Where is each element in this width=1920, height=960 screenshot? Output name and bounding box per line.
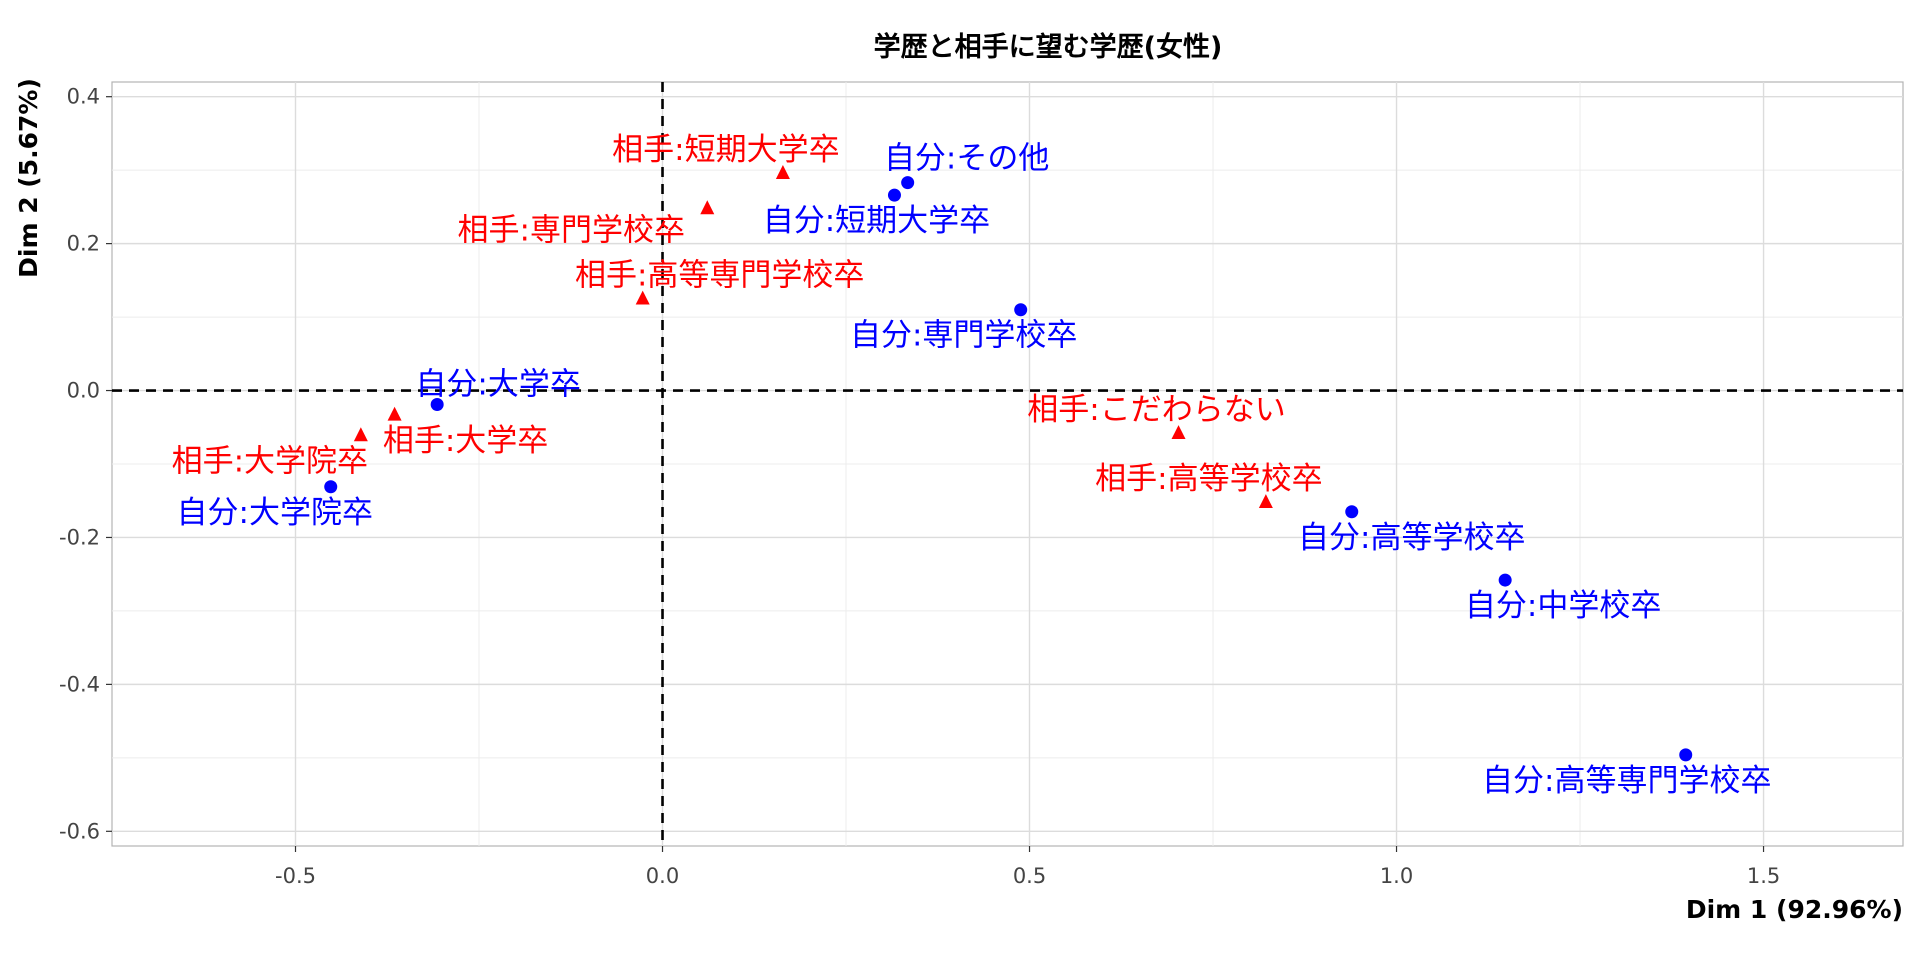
y-tick-label: -0.4 — [59, 672, 100, 696]
x-axis-title: Dim 1 (92.96%) — [1686, 895, 1903, 924]
y-tick-label: 0.0 — [67, 379, 100, 403]
point-label: 相手:大学卒 — [383, 423, 548, 459]
point-label: 自分:専門学校卒 — [850, 318, 1077, 354]
y-tick-label: 0.4 — [67, 85, 100, 109]
point-marker — [901, 176, 915, 190]
point-label: 相手:大学院卒 — [172, 443, 368, 479]
point-label: 相手:専門学校卒 — [458, 212, 685, 248]
point-label: 自分:中学校卒 — [1465, 588, 1661, 624]
x-tick-label: 1.0 — [1380, 864, 1413, 888]
point-marker — [1014, 303, 1028, 317]
x-tick-label: 0.0 — [646, 864, 679, 888]
grid-layer — [111, 81, 1904, 847]
triangle-marker — [700, 200, 715, 215]
point-marker — [430, 397, 444, 411]
point-label: 自分:その他 — [884, 141, 1049, 177]
x-tick-label: 1.5 — [1747, 864, 1780, 888]
point-label: 自分:大学院卒 — [177, 495, 373, 531]
triangle-marker — [635, 290, 650, 305]
point-marker — [1679, 748, 1693, 762]
point-label: 自分:高等学校卒 — [1298, 520, 1525, 556]
triangle-marker — [387, 406, 402, 421]
point-label: 相手:短期大学卒 — [612, 132, 839, 168]
point-marker — [1498, 573, 1512, 587]
point-label: 相手:高等学校卒 — [1095, 461, 1322, 497]
ticks-layer: -0.5 0.0 0.5 1.0 1.5 -0.6 -0.4 -0.2 0.0 0.2 0.4 — [59, 85, 1780, 888]
marks-layer — [324, 165, 1693, 762]
point-label: 自分:高等専門学校卒 — [1482, 763, 1771, 799]
triangle-marker — [775, 165, 790, 179]
point-marker — [1345, 505, 1359, 519]
point-label: 自分:短期大学卒 — [763, 203, 990, 239]
y-tick-label: -0.2 — [59, 525, 100, 549]
y-tick-label: 0.2 — [67, 232, 100, 256]
x-tick-label: 0.5 — [1013, 864, 1046, 888]
triangle-marker — [1258, 494, 1273, 509]
x-tick-label: -0.5 — [275, 864, 316, 888]
triangle-marker — [353, 427, 368, 442]
labels-layer: 自分:その他自分:短期大学卒自分:専門学校卒自分:大学卒自分:大学院卒自分:高等… — [172, 132, 1772, 799]
chart-title: 学歴と相手に望む学歴(女性) — [874, 31, 1223, 63]
y-axis-title: Dim 2 (5.67%) — [14, 78, 43, 278]
point-label: 相手:高等専門学校卒 — [575, 258, 864, 294]
point-label: 自分:大学卒 — [415, 366, 580, 402]
point-label: 相手:こだわらない — [1027, 392, 1285, 428]
reference-lines — [112, 82, 1903, 846]
triangle-marker — [1171, 425, 1186, 439]
point-marker — [887, 188, 901, 202]
point-marker — [324, 480, 338, 494]
y-tick-label: -0.6 — [59, 819, 100, 843]
